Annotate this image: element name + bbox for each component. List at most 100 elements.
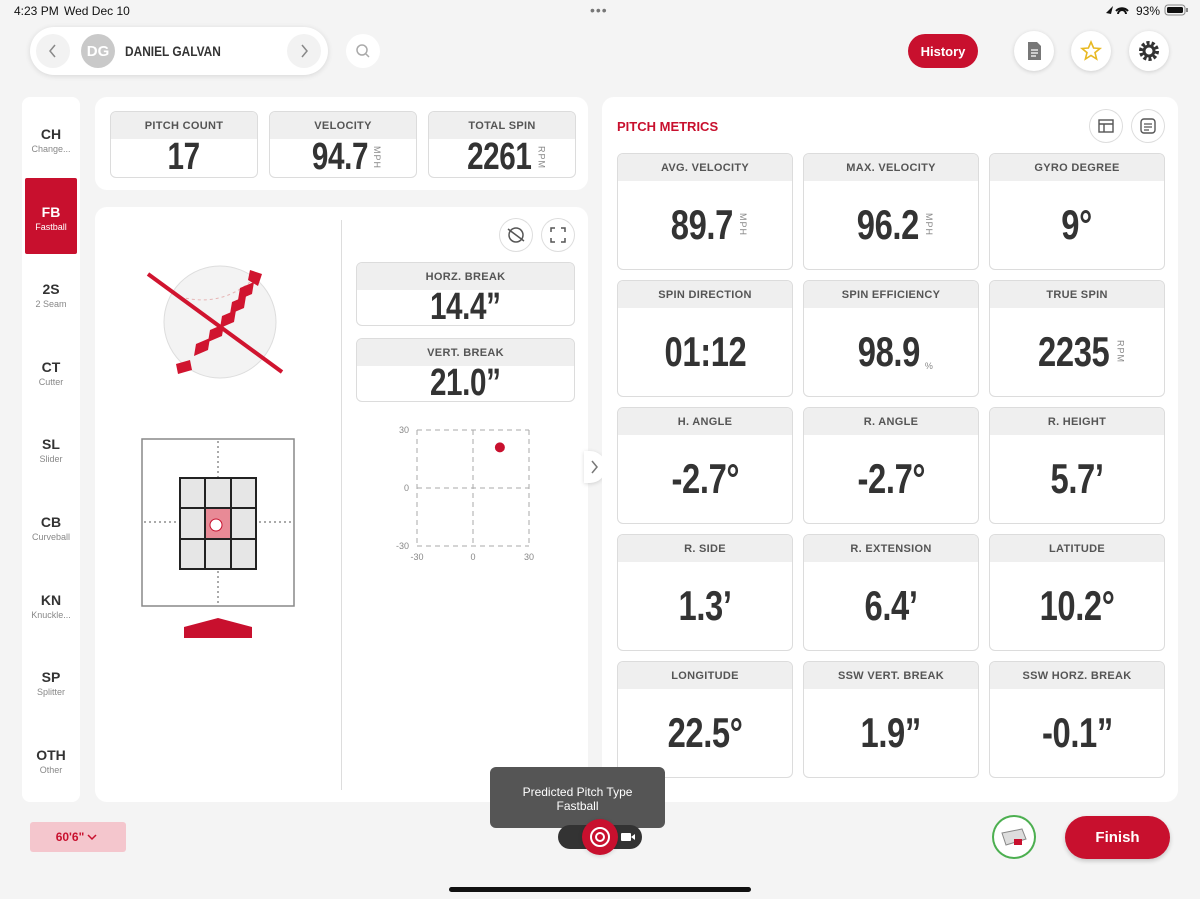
player-name: DANIEL GALVAN: [125, 43, 221, 59]
x-tick-label: 0: [470, 552, 475, 562]
y-tick-label: 0: [404, 483, 409, 493]
metric-card: AVG. VELOCITY 89.7 MPH: [617, 153, 793, 270]
value-row: 9°: [990, 181, 1164, 268]
break-stat: HORZ. BREAK 14.4”: [356, 262, 575, 326]
metric-card: MAX. VELOCITY 96.2 MPH: [803, 153, 979, 270]
prev-player[interactable]: [36, 34, 70, 68]
battery-level: 93%: [1136, 4, 1161, 18]
summary-stat: PITCH COUNT 17: [110, 111, 258, 178]
pitch-type-tab[interactable]: SP Splitter: [25, 643, 77, 719]
pitch-type-tab[interactable]: 2S 2 Seam: [25, 255, 77, 331]
box-label: SSW VERT. BREAK: [804, 662, 978, 689]
pitch-name: Fastball: [35, 221, 67, 232]
unit: RPM: [1115, 340, 1126, 363]
metric-card: GYRO DEGREE 9°: [989, 153, 1165, 270]
status-date: Wed Dec 10: [64, 4, 130, 18]
value: 2261: [466, 136, 532, 178]
layout-button[interactable]: [1090, 110, 1122, 142]
pitch-code: CB: [40, 514, 62, 530]
pitch-code: SP: [41, 669, 61, 686]
pitch-type-tab[interactable]: SL Slider: [25, 410, 77, 486]
pitch-name: Cutter: [38, 376, 64, 387]
unit: %: [924, 361, 933, 371]
x-tick-label: -30: [410, 552, 423, 562]
distance-selector[interactable]: 60'6": [30, 822, 126, 852]
distance-value: 60'6": [55, 830, 85, 844]
value-row: 94.7 MPH: [270, 136, 416, 177]
expand-button[interactable]: [542, 219, 574, 251]
camera-icon[interactable]: [620, 829, 636, 845]
box-label: VERT. BREAK: [357, 339, 574, 366]
value: -0.1”: [1041, 708, 1113, 756]
metric-card: R. SIDE 1.3’: [617, 534, 793, 651]
metric-card: H. ANGLE -2.7°: [617, 407, 793, 524]
metric-card: TRUE SPIN 2235 RPM: [989, 280, 1165, 397]
collapse-toggle[interactable]: [584, 451, 606, 483]
value-row: 96.2 MPH: [804, 181, 978, 268]
summary-card: PITCH COUNT 17 VELOCITY 94.7 MPH TOTAL SPIN 22…: [95, 97, 588, 190]
favorite-button[interactable]: [1071, 31, 1111, 71]
value: -2.7°: [857, 454, 925, 502]
metric-card: R. ANGLE -2.7°: [803, 407, 979, 524]
report-button[interactable]: [1014, 31, 1054, 71]
pitch-name: Knuckle...: [31, 609, 71, 620]
value: 6.4’: [864, 581, 918, 629]
box-label: SPIN DIRECTION: [618, 281, 792, 308]
break-point: [494, 442, 505, 453]
pitch-type-tab[interactable]: CT Cutter: [25, 333, 77, 409]
box-label: PITCH COUNT: [111, 112, 257, 139]
value: 21.0”: [430, 361, 501, 402]
metric-card: LONGITUDE 22.5°: [617, 661, 793, 778]
value-row: 14.4”: [357, 286, 574, 326]
pitch-code: FB: [41, 203, 61, 220]
pitch-code: 2S: [42, 281, 60, 298]
pitch-type-tab[interactable]: CH Change...: [25, 100, 77, 176]
device-status[interactable]: [994, 817, 1034, 857]
spin-view-button[interactable]: [500, 219, 532, 251]
value-row: 17: [111, 136, 257, 178]
box-label: R. SIDE: [618, 535, 792, 562]
pitch-detail-card: HORZ. BREAK 14.4” VERT. BREAK 21.0”: [95, 207, 588, 802]
box-label: VELOCITY: [270, 112, 416, 139]
value-row: 1.9”: [804, 689, 978, 776]
unit: MPH: [923, 213, 934, 236]
metric-card: LATITUDE 10.2°: [989, 534, 1165, 651]
value: 22.5°: [667, 708, 743, 756]
pitch-name: Curveball: [31, 532, 71, 542]
search-button[interactable]: [346, 34, 380, 68]
value-row: 98.9%: [804, 308, 978, 395]
pitch-type-tab[interactable]: CB Curveball: [25, 488, 77, 564]
pitch-type-tab[interactable]: OTH Other: [25, 721, 77, 797]
settings-button[interactable]: [1129, 31, 1169, 71]
y-tick-label: -30: [396, 541, 409, 551]
metric-card: SPIN DIRECTION 01:12: [617, 280, 793, 397]
y-tick-label: 30: [399, 425, 409, 435]
history-button[interactable]: History: [908, 34, 978, 68]
box-label: R. HEIGHT: [990, 408, 1164, 435]
battery-icon: [1164, 4, 1188, 16]
value: 01:12: [664, 327, 746, 375]
unit: MPH: [371, 146, 382, 169]
unit: MPH: [737, 213, 748, 236]
spin-ball: [146, 265, 284, 379]
strike-zone: [141, 438, 295, 638]
value: 5.7’: [1050, 454, 1104, 502]
summary-stat: TOTAL SPIN 2261 RPM: [428, 111, 576, 178]
metrics-title: PITCH METRICS: [617, 119, 719, 134]
pitch-name: 2 Seam: [35, 299, 67, 310]
box-label: GYRO DEGREE: [990, 154, 1164, 181]
pitch-name: Other: [39, 764, 63, 775]
value-row: 89.7 MPH: [618, 181, 792, 268]
pitch-type-tab[interactable]: KN Knuckle...: [25, 566, 77, 642]
finish-button[interactable]: Finish: [1065, 816, 1170, 859]
metric-card: R. EXTENSION 6.4’: [803, 534, 979, 651]
x-tick-label: 30: [524, 552, 534, 562]
notes-button[interactable]: [1132, 110, 1164, 142]
record-button[interactable]: [582, 819, 618, 855]
status-time: 4:23 PM: [14, 4, 59, 18]
next-player[interactable]: [287, 34, 321, 68]
pitch-type-tab[interactable]: FB Fastball: [25, 177, 77, 254]
value: 17: [167, 136, 201, 178]
value-row: -2.7°: [804, 435, 978, 522]
